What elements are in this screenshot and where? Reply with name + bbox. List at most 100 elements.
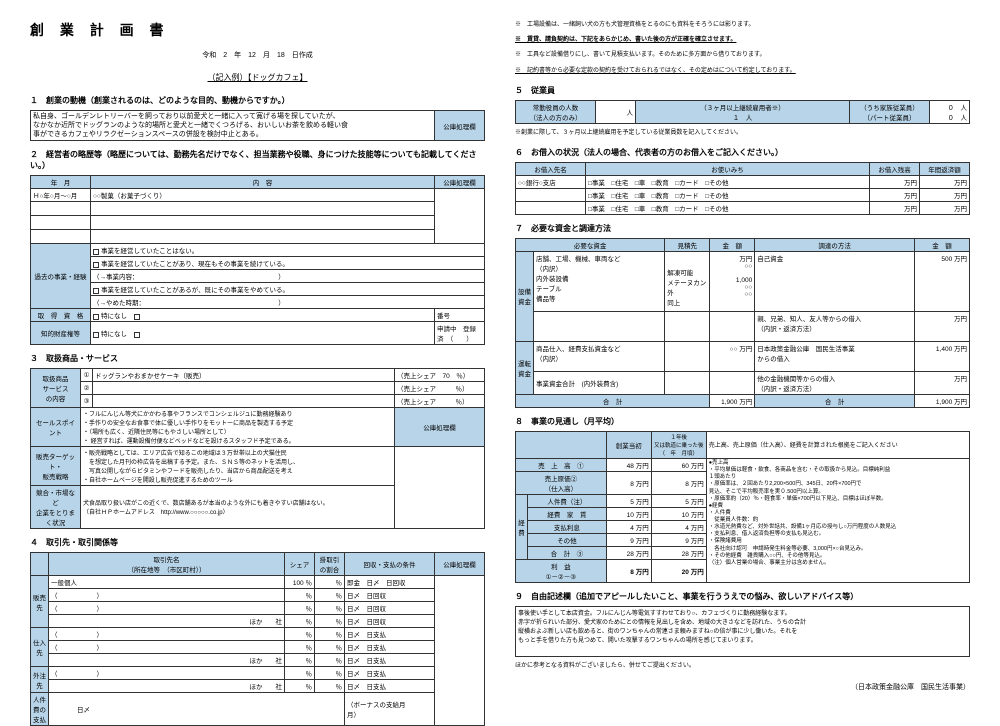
s7-lr2-1: 商品仕入、経費支払資金など （内訳） [534, 341, 665, 371]
s1-table: 私自身、ゴールデンレトリーバーを飼っており以前愛犬と一緒に入って寛げる場を探して… [30, 110, 485, 141]
s8-r5-0: その他 [528, 533, 607, 546]
s7-head: ７ 必要な資金と調達方法 [515, 223, 970, 234]
s7-t3: 1,900 万円 [915, 394, 970, 407]
s4-head: ４ 取引先・取引関係等 [30, 537, 485, 548]
s2-fr0-1: 特になし [101, 313, 127, 320]
s4s2-0: （ ） [49, 602, 285, 615]
s3-r2-1: ③ [81, 395, 93, 408]
s7-rr0-1: 500 万円 [915, 251, 970, 311]
s4s0-3: 即金 [347, 580, 360, 587]
s8-r2-1: 5 万円 [606, 494, 651, 507]
s3-r3-2: ・フルにんじん等犬にかかわる事やフランスでコンシェルジュに勤務経験あり ・手作り… [81, 408, 395, 447]
s7-t0: 合 計 [516, 394, 710, 407]
s6-r0-0: ○○銀行○支店 [516, 175, 586, 188]
s3-r2-3: （売上シェア ％） [395, 395, 485, 408]
s5-r0-1: 人 [596, 100, 636, 123]
s2-c1: 内 容 [91, 176, 435, 189]
s8-r4-1: 4 万円 [606, 520, 651, 533]
s4s1-0: （ ） [49, 589, 285, 602]
s9-table: 事後使い手として本店資金。フルにんじん等電気すすわせており○、カフェづくりに勤務… [515, 606, 970, 657]
subtitle: （記入例）【ドッグカフェ】 [30, 72, 485, 83]
s7-lr0-1: 店舗、工場、機械、車両など （内訳） 内外装設備 テーブル 備品等 [534, 251, 665, 311]
s8-r3-1: 10 万円 [606, 507, 651, 520]
s4s0-5: 日回収 [386, 580, 406, 587]
s7-sm0: 事業資金合計 (内外装費含) [534, 371, 665, 394]
s2-q1: 事業を経営していたことがあり、現在もその事業を続けている。 [101, 261, 289, 268]
s2-c2: 公庫処理欄 [435, 176, 485, 189]
s2-r0c0: Ｈ○年○月～○月 [31, 189, 91, 202]
s3-r3-3: 公庫処理欄 [395, 408, 485, 447]
s9-body: 事後使い手として本店資金。フルにんじん等電気すすわせており○、カフェづくりに勤務… [516, 606, 970, 656]
s7-lc0: 必要な資金 [516, 238, 665, 251]
s6-head: ６ お借入の状況（法人の場合、代表者の方のお借入をご記入ください。） [515, 147, 970, 158]
s4s0-1: 100 [293, 580, 304, 587]
s2-fr1-3: 申請中 [437, 326, 457, 333]
s4s0-4: 日〆 [367, 580, 380, 587]
rn2: ※ 工具など設備借りにし、書いて見積支払います。そのために多方面から借りておりま… [515, 52, 970, 59]
s7-rr1-0: 親、兄弟、知人、友人等からの借入 （内訳・返済方法） [755, 311, 915, 341]
s4p0-0: （ ） [49, 628, 285, 641]
s3-r1-3: （売上シェア ％） [395, 382, 485, 395]
s8-r3-2: 10 万円 [651, 507, 706, 520]
s6-c0: お借入先名 [516, 162, 586, 175]
s3-r0-3: （売上シェア 70 ％） [395, 369, 485, 382]
s4p1-0: （ ） [49, 641, 285, 654]
s6-r1-2: 万円 [870, 188, 920, 201]
s4s0-0: 一般個人 [49, 576, 285, 589]
s3-head: ３ 取扱商品・サービス [30, 353, 485, 364]
s7-rc0: 調達の方法 [755, 238, 915, 251]
s7-lr0-2: 解凍可能 メテーヌカン外 同上 [665, 251, 710, 311]
s2-fr0-2: 番号 [435, 309, 485, 322]
s6-r2-3: 万円 [920, 201, 970, 214]
s8-head: ８ 事業の見通し（月平均） [515, 416, 970, 427]
s8-r1-1: 8 万円 [606, 471, 651, 494]
left-column: 創 業 計 画 書 令和 2 年 12 月 18 日作成 （記入例）【ドッグカフ… [30, 20, 485, 688]
right-column: ※ 工場設備は、一緒飼い犬の方も犬管理資格をとるのにも資料をそろうには影ります。… [515, 20, 970, 688]
s8-r4-0: 支払利息 [528, 520, 607, 533]
s8-c3: 売上高、売上原価（仕入高）、経費を計算された根拠をご記入ください [706, 431, 969, 458]
s7-table: 必要な資金 見積先 金 額 調達の方法 金 額 設備資金 店舗、工場、機械、車両… [515, 238, 970, 408]
s3-table: 取扱商品 サービス の内容 ① ドッグランやおまかせケーキ（販売） （売上シェア… [30, 368, 485, 529]
s7-rr3-1: 万円 [915, 371, 970, 394]
s4-b0: 人件費の支払 [31, 693, 49, 726]
doc-title: 創 業 計 画 書 [30, 20, 485, 40]
s7-lr2-0: 運転資金 [516, 341, 534, 394]
s2-fr0-0: 取 得 資 格 [31, 309, 91, 322]
s4-out: 外注先 [31, 667, 49, 693]
s8-r1-2: 8 万円 [651, 471, 706, 494]
s1-body: 私自身、ゴールデンレトリーバーを飼っており以前愛犬と一緒に入って寛げる場を探して… [31, 111, 435, 141]
s4-sales: 販売先 [31, 576, 49, 628]
s2-q2: （→事業内容： ） [91, 270, 485, 283]
rn1: ※ 賃貸、請負契約は、下記をあらかじめ、書いた後の方が正確を確立させます。 [515, 37, 970, 44]
s8-r6-0: 合 計 ③ [528, 546, 607, 559]
s4-b2: （ボーナスの支給月 月） [345, 693, 435, 726]
s2-r0c1: ○○製菓（お菓子づくり） [91, 189, 435, 202]
s4-c1: 取引先名 （所在地等 （市区町村）） [49, 553, 285, 576]
s7-lc1: 見積先 [665, 238, 710, 251]
s8-r6-2: 28 万円 [651, 546, 706, 559]
s3-r1-1: ② [81, 382, 93, 395]
s6-c3: 年間返済額 [920, 162, 970, 175]
s4-b1: 日〆 [49, 693, 345, 726]
s3-r5-2: 犬食品取り扱い店がこの近くで、数店舗あるが本当のような外にも着きやすい店舗はない… [81, 486, 395, 529]
rn0: ※ 工場設備は、一緒飼い犬の方も犬管理資格をとるのにも資料をそろうには影ります。 [515, 22, 970, 29]
s2-head: ２ 経営者の略歴等（略歴については、勤務先名だけでなく、担当業務や役職、身につけ… [30, 149, 485, 171]
s8-r7-0: 利 益 ①－②－③ [516, 559, 607, 582]
s8-r3-0: 経費 家 賃 [528, 507, 607, 520]
s3-r0-0: 取扱商品 サービス の内容 [31, 369, 81, 408]
s7-rr2-0: 日本政策金融公庫 国民生活事業 からの借入 [755, 341, 915, 371]
s2-qual: 過去の事業・経験 [31, 244, 91, 309]
s6-r0-2: 万円 [870, 175, 920, 188]
s4o1-0: ほか 社 [49, 680, 285, 693]
s8-r4-2: 4 万円 [651, 520, 706, 533]
s6-c2: お借入残高 [870, 162, 920, 175]
s7-t1: 1,900 万円 [710, 394, 755, 407]
s8-r0-1: 48 万円 [606, 458, 651, 471]
s7-lc2: 金 額 [710, 238, 755, 251]
s8-r1-0: 売上原価② （仕入高） [516, 471, 607, 494]
s4-c3: 掛取引 の割合 [315, 553, 345, 576]
s7-rr3-0: 他の金融機関等からの借入 （内訳・返済方法） [755, 371, 915, 394]
s7-rr0-0: 自己資金 [755, 251, 915, 311]
s7-rc1: 金 額 [915, 238, 970, 251]
rn3: ※ 記約書等から必要な定款の契約を受けておられるではなく、その定めはについて約定… [515, 68, 970, 75]
